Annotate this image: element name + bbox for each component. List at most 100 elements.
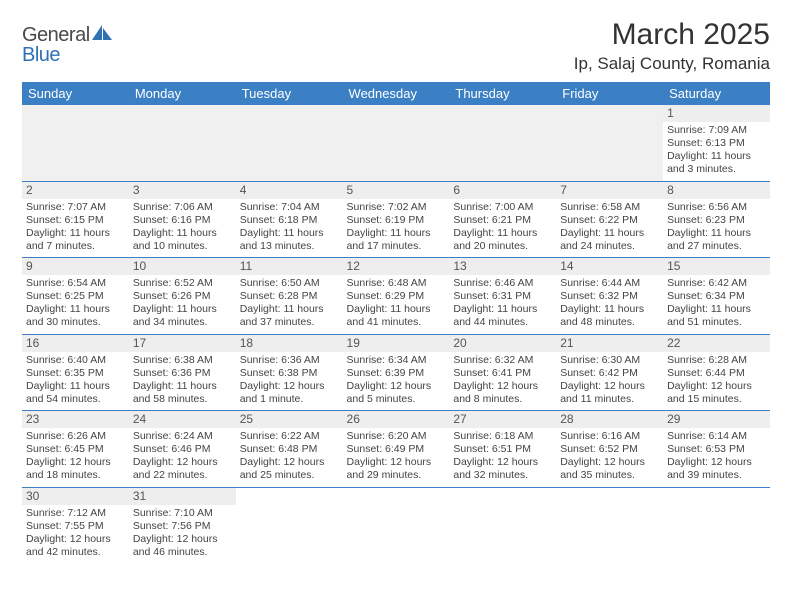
day-number: 30 bbox=[22, 488, 129, 505]
sunset-line: Sunset: 7:56 PM bbox=[133, 520, 232, 533]
sunset-line: Sunset: 6:45 PM bbox=[26, 443, 125, 456]
daylight-line: Daylight: 11 hours and 44 minutes. bbox=[453, 303, 552, 329]
sunrise-line: Sunrise: 7:06 AM bbox=[133, 201, 232, 214]
day-number: 28 bbox=[556, 411, 663, 428]
sunrise-line: Sunrise: 6:36 AM bbox=[240, 354, 339, 367]
sunrise-line: Sunrise: 6:34 AM bbox=[347, 354, 446, 367]
weekday-header: Wednesday bbox=[343, 82, 450, 105]
day-number: 2 bbox=[22, 182, 129, 199]
calendar-day-cell: 7Sunrise: 6:58 AMSunset: 6:22 PMDaylight… bbox=[556, 181, 663, 258]
day-number: 8 bbox=[663, 182, 770, 199]
day-number: 27 bbox=[449, 411, 556, 428]
daylight-line: Daylight: 12 hours and 11 minutes. bbox=[560, 380, 659, 406]
day-number: 20 bbox=[449, 335, 556, 352]
weekday-header: Tuesday bbox=[236, 82, 343, 105]
calendar-day-cell: 30Sunrise: 7:12 AMSunset: 7:55 PMDayligh… bbox=[22, 487, 129, 563]
calendar-day-cell: 2Sunrise: 7:07 AMSunset: 6:15 PMDaylight… bbox=[22, 181, 129, 258]
daylight-line: Daylight: 12 hours and 22 minutes. bbox=[133, 456, 232, 482]
daylight-line: Daylight: 11 hours and 10 minutes. bbox=[133, 227, 232, 253]
calendar-empty-cell bbox=[129, 105, 236, 181]
calendar-day-cell: 13Sunrise: 6:46 AMSunset: 6:31 PMDayligh… bbox=[449, 258, 556, 335]
day-number: 3 bbox=[129, 182, 236, 199]
sunrise-line: Sunrise: 7:09 AM bbox=[667, 124, 766, 137]
sunrise-line: Sunrise: 7:10 AM bbox=[133, 507, 232, 520]
sunrise-line: Sunrise: 6:44 AM bbox=[560, 277, 659, 290]
calendar-day-cell: 21Sunrise: 6:30 AMSunset: 6:42 PMDayligh… bbox=[556, 334, 663, 411]
day-number: 21 bbox=[556, 335, 663, 352]
calendar-day-cell: 8Sunrise: 6:56 AMSunset: 6:23 PMDaylight… bbox=[663, 181, 770, 258]
calendar-empty-cell bbox=[556, 487, 663, 563]
day-number: 29 bbox=[663, 411, 770, 428]
sunrise-line: Sunrise: 6:18 AM bbox=[453, 430, 552, 443]
sunrise-line: Sunrise: 6:28 AM bbox=[667, 354, 766, 367]
calendar-row: 30Sunrise: 7:12 AMSunset: 7:55 PMDayligh… bbox=[22, 487, 770, 563]
calendar-day-cell: 17Sunrise: 6:38 AMSunset: 6:36 PMDayligh… bbox=[129, 334, 236, 411]
day-number: 9 bbox=[22, 258, 129, 275]
day-number: 31 bbox=[129, 488, 236, 505]
sunset-line: Sunset: 6:52 PM bbox=[560, 443, 659, 456]
calendar-day-cell: 28Sunrise: 6:16 AMSunset: 6:52 PMDayligh… bbox=[556, 411, 663, 488]
daylight-line: Daylight: 12 hours and 1 minute. bbox=[240, 380, 339, 406]
calendar-row: 16Sunrise: 6:40 AMSunset: 6:35 PMDayligh… bbox=[22, 334, 770, 411]
day-number: 10 bbox=[129, 258, 236, 275]
calendar-day-cell: 15Sunrise: 6:42 AMSunset: 6:34 PMDayligh… bbox=[663, 258, 770, 335]
location-text: Ip, Salaj County, Romania bbox=[574, 54, 770, 74]
calendar-empty-cell bbox=[556, 105, 663, 181]
daylight-line: Daylight: 11 hours and 51 minutes. bbox=[667, 303, 766, 329]
daylight-line: Daylight: 11 hours and 37 minutes. bbox=[240, 303, 339, 329]
daylight-line: Daylight: 12 hours and 39 minutes. bbox=[667, 456, 766, 482]
sunrise-line: Sunrise: 7:12 AM bbox=[26, 507, 125, 520]
brand-sail-icon bbox=[92, 25, 114, 46]
calendar-empty-cell bbox=[449, 487, 556, 563]
day-number: 13 bbox=[449, 258, 556, 275]
daylight-line: Daylight: 12 hours and 46 minutes. bbox=[133, 533, 232, 559]
calendar-day-cell: 19 Sunrise: 6:34 AMSunset: 6:39 PMDayligh… bbox=[343, 334, 450, 411]
daylight-line: Daylight: 11 hours and 58 minutes. bbox=[133, 380, 232, 406]
daylight-line: Daylight: 12 hours and 8 minutes. bbox=[453, 380, 552, 406]
calendar-day-cell: 4Sunrise: 7:04 AMSunset: 6:18 PMDaylight… bbox=[236, 181, 343, 258]
sunset-line: Sunset: 6:53 PM bbox=[667, 443, 766, 456]
sunset-line: Sunset: 6:31 PM bbox=[453, 290, 552, 303]
calendar-day-cell: 18Sunrise: 6:36 AMSunset: 6:38 PMDayligh… bbox=[236, 334, 343, 411]
sunrise-line: Sunrise: 6:22 AM bbox=[240, 430, 339, 443]
calendar-day-cell: 6Sunrise: 7:00 AMSunset: 6:21 PMDaylight… bbox=[449, 181, 556, 258]
day-number: 19 bbox=[343, 335, 450, 352]
calendar-day-cell: 12Sunrise: 6:48 AMSunset: 6:29 PMDayligh… bbox=[343, 258, 450, 335]
sunset-line: Sunset: 6:32 PM bbox=[560, 290, 659, 303]
weekday-header: Monday bbox=[129, 82, 236, 105]
day-number: 11 bbox=[236, 258, 343, 275]
calendar-day-cell: 9Sunrise: 6:54 AMSunset: 6:25 PMDaylight… bbox=[22, 258, 129, 335]
weekday-header: Sunday bbox=[22, 82, 129, 105]
calendar-day-cell: 1Sunrise: 7:09 AMSunset: 6:13 PMDaylight… bbox=[663, 105, 770, 181]
daylight-line: Daylight: 12 hours and 25 minutes. bbox=[240, 456, 339, 482]
calendar-row: 23Sunrise: 6:26 AMSunset: 6:45 PMDayligh… bbox=[22, 411, 770, 488]
daylight-line: Daylight: 12 hours and 18 minutes. bbox=[26, 456, 125, 482]
day-number: 12 bbox=[343, 258, 450, 275]
daylight-line: Daylight: 12 hours and 29 minutes. bbox=[347, 456, 446, 482]
calendar-day-cell: 25 Sunrise: 6:22 AMSunset: 6:48 PMDayligh… bbox=[236, 411, 343, 488]
calendar-empty-cell bbox=[663, 487, 770, 563]
daylight-line: Daylight: 12 hours and 32 minutes. bbox=[453, 456, 552, 482]
calendar-body: 1Sunrise: 7:09 AMSunset: 6:13 PMDaylight… bbox=[22, 105, 770, 563]
sunset-line: Sunset: 6:48 PM bbox=[240, 443, 339, 456]
daylight-line: Daylight: 11 hours and 24 minutes. bbox=[560, 227, 659, 253]
day-number: 25 bbox=[236, 411, 343, 428]
daylight-line: Daylight: 12 hours and 5 minutes. bbox=[347, 380, 446, 406]
sunrise-line: Sunrise: 6:40 AM bbox=[26, 354, 125, 367]
calendar-day-cell: 16Sunrise: 6:40 AMSunset: 6:35 PMDayligh… bbox=[22, 334, 129, 411]
day-number: 22 bbox=[663, 335, 770, 352]
sunrise-line: Sunrise: 6:58 AM bbox=[560, 201, 659, 214]
calendar-day-cell: 27Sunrise: 6:18 AMSunset: 6:51 PMDayligh… bbox=[449, 411, 556, 488]
calendar-row: 2Sunrise: 7:07 AMSunset: 6:15 PMDaylight… bbox=[22, 181, 770, 258]
calendar-day-cell: 10Sunrise: 6:52 AMSunset: 6:26 PMDayligh… bbox=[129, 258, 236, 335]
calendar-day-cell: 24Sunrise: 6:24 AMSunset: 6:46 PMDayligh… bbox=[129, 411, 236, 488]
sunset-line: Sunset: 6:23 PM bbox=[667, 214, 766, 227]
daylight-line: Daylight: 12 hours and 15 minutes. bbox=[667, 380, 766, 406]
daylight-line: Daylight: 11 hours and 7 minutes. bbox=[26, 227, 125, 253]
sunset-line: Sunset: 6:15 PM bbox=[26, 214, 125, 227]
sunset-line: Sunset: 6:39 PM bbox=[347, 367, 446, 380]
weekday-header: Thursday bbox=[449, 82, 556, 105]
calendar-day-cell: 11Sunrise: 6:50 AMSunset: 6:28 PMDayligh… bbox=[236, 258, 343, 335]
daylight-line: Daylight: 12 hours and 35 minutes. bbox=[560, 456, 659, 482]
sunrise-line: Sunrise: 6:26 AM bbox=[26, 430, 125, 443]
